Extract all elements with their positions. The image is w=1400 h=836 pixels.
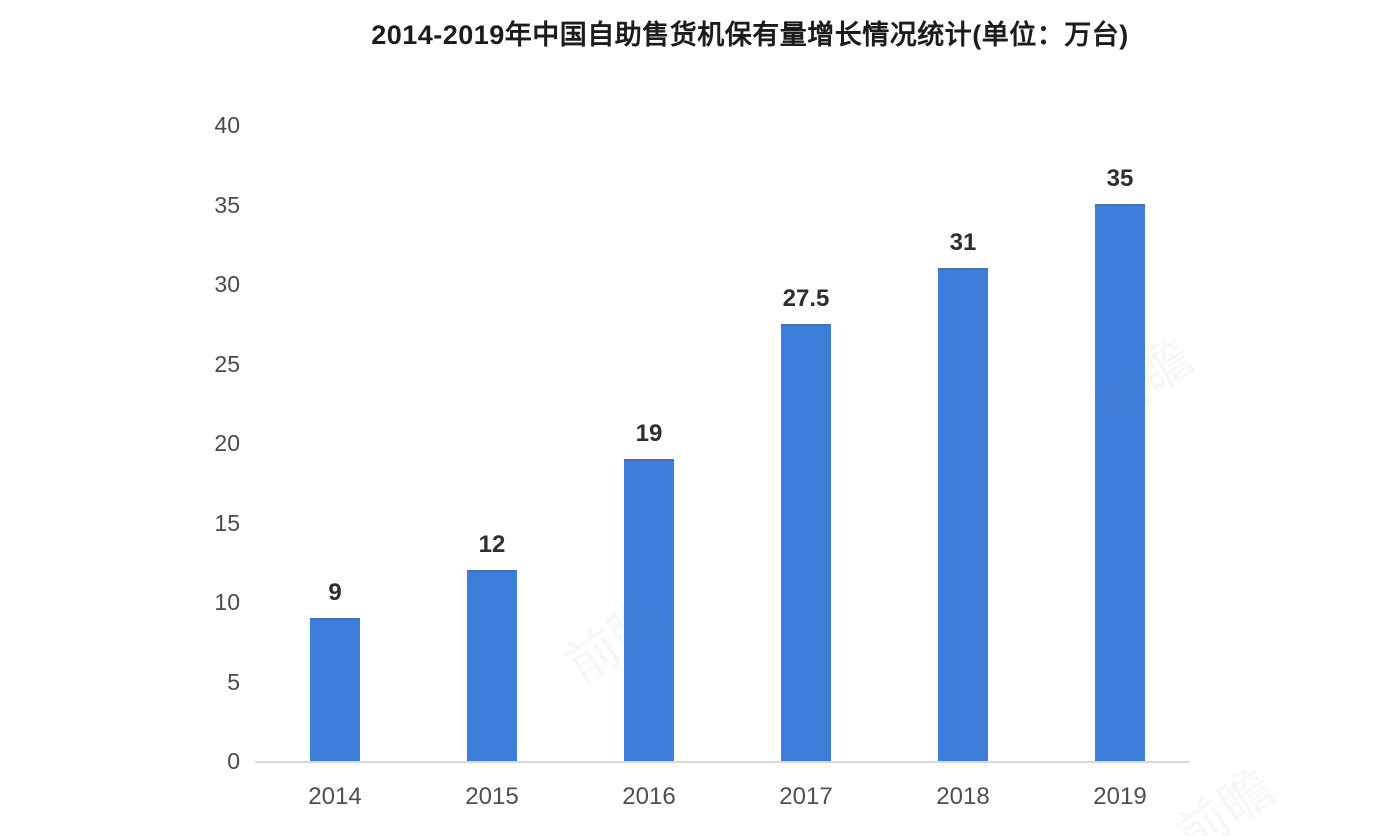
chart-title: 2014-2019年中国自助售货机保有量增长情况统计(单位：万台) xyxy=(371,20,1129,50)
x-tick-label-2018: 2018 xyxy=(936,783,990,810)
x-tick-label-2017: 2017 xyxy=(779,783,833,810)
value-label-2019: 35 xyxy=(1106,165,1134,192)
y-tick-label: 40 xyxy=(214,112,240,138)
bar-2016 xyxy=(624,459,674,761)
x-axis-line xyxy=(255,761,1190,763)
bar-2014 xyxy=(310,618,360,761)
x-tick-label-2016: 2016 xyxy=(622,783,676,810)
y-tick-label: 35 xyxy=(214,191,240,218)
value-label-2014: 9 xyxy=(328,579,342,606)
y-tick-label: 15 xyxy=(214,509,240,536)
bar-2017 xyxy=(781,324,831,761)
y-tick-label: 20 xyxy=(214,430,240,456)
y-tick-label: 10 xyxy=(214,589,240,615)
bar-2019 xyxy=(1095,204,1145,761)
value-label-2017: 27.5 xyxy=(782,285,830,312)
y-tick-label: 30 xyxy=(214,271,240,297)
value-label-2016: 19 xyxy=(635,420,663,447)
value-label-2015: 12 xyxy=(478,531,506,558)
y-tick-label: 25 xyxy=(214,350,240,377)
x-tick-label-2014: 2014 xyxy=(308,783,362,810)
value-label-2018: 31 xyxy=(949,229,977,256)
y-tick-label: 0 xyxy=(227,748,240,774)
bar-2018 xyxy=(938,268,988,761)
x-tick-label-2015: 2015 xyxy=(465,783,519,810)
y-tick-label: 5 xyxy=(227,668,240,695)
bar-2015 xyxy=(467,570,517,761)
x-tick-label-2019: 2019 xyxy=(1093,783,1147,810)
